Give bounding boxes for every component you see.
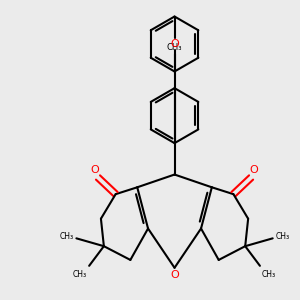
Text: O: O xyxy=(91,165,99,175)
Text: CH₃: CH₃ xyxy=(73,270,87,279)
Text: CH₃: CH₃ xyxy=(262,270,276,279)
Text: CH₃: CH₃ xyxy=(167,43,182,52)
Text: O: O xyxy=(170,270,179,280)
Text: CH₃: CH₃ xyxy=(59,232,74,241)
Text: CH₃: CH₃ xyxy=(276,232,290,241)
Text: O: O xyxy=(250,165,258,175)
Text: O: O xyxy=(170,270,179,280)
Text: O: O xyxy=(170,39,179,49)
